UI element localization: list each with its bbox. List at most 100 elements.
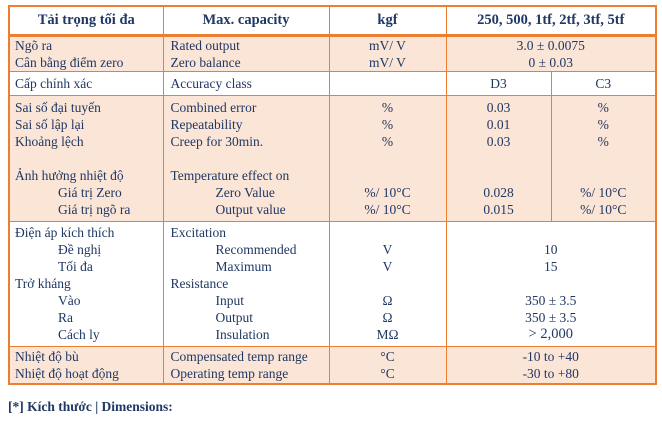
cell-accuracy-vi: Cấp chính xác: [8, 70, 164, 96]
header-capacity-values: 250, 500, 1tf, 2tf, 3tf, 5tf: [445, 5, 657, 37]
header-row: Tải trọng tối đa Max. capacity kgf 250, …: [8, 5, 657, 37]
spec-line: Insulation: [215, 326, 270, 342]
spec-line: D3: [490, 75, 507, 91]
spec-line: V: [382, 241, 393, 257]
spec-line: Maximum: [215, 258, 272, 274]
cell-temperature-en: Compensated temp range Operating temp ra…: [162, 345, 330, 384]
spec-line: [552, 167, 656, 184]
spec-line: Zero Value: [215, 184, 275, 200]
spec-line: Cấp chính xác: [15, 75, 93, 91]
section-electrical: Điện áp kích thích Đề nghị Tối đa Trở kh…: [8, 220, 657, 347]
spec-line: [330, 275, 446, 292]
spec-line: [447, 150, 551, 167]
spec-line: MΩ: [376, 326, 399, 342]
spec-line: [447, 275, 656, 292]
header-unit: kgf: [328, 5, 447, 37]
spec-line: Recommended: [215, 241, 297, 257]
spec-line: %: [381, 99, 394, 115]
spec-line: Giá trị Zero: [58, 184, 122, 200]
spec-line: Cân bằng điểm zero: [15, 54, 124, 70]
cell-errors-en: Combined error Repeatability Creep for 3…: [162, 94, 330, 222]
section-temperature: Nhiệt độ bù Nhiệt độ hoạt động Compensat…: [8, 345, 657, 384]
spec-line: Ra: [58, 309, 73, 325]
cell-temperature-unit: °C °C: [328, 345, 447, 384]
spec-line: Excitation: [170, 224, 226, 240]
cell-accuracy-class-d3: D3: [445, 70, 552, 96]
cell-errors-c3: % % % %/ 10°C %/ 10°C: [550, 94, 657, 222]
spec-line: [330, 150, 446, 167]
dimensions-caption: [*] Kích thước | Dimensions:: [8, 399, 173, 414]
spec-table: Tải trọng tối đa Max. capacity kgf 250, …: [8, 5, 658, 385]
cell-accuracy-class-c3: C3: [550, 70, 657, 96]
section-errors: Sai số đại tuyến Sai số lập lại Khoảng l…: [8, 94, 657, 222]
cell-errors-vi: Sai số đại tuyến Sai số lập lại Khoảng l…: [8, 94, 164, 222]
spec-line: Output value: [215, 201, 286, 217]
spec-line: Repeatability: [170, 116, 243, 132]
spec-line: -30 to +80: [522, 365, 579, 381]
spec-line: 10: [544, 241, 558, 257]
spec-line: 3.0 ± 0.0075: [516, 37, 585, 53]
spec-line: [164, 150, 329, 167]
spec-line: Temperature effect on: [170, 167, 290, 183]
cell-output-vi: Ngõ ra Cân bằng điểm zero: [8, 34, 164, 72]
spec-line: Sai số đại tuyến: [15, 99, 101, 115]
cell-electrical-unit: V V Ω Ω MΩ: [328, 220, 447, 347]
spec-line: mV/ V: [369, 54, 406, 70]
spec-line: Nhiệt độ hoạt động: [15, 365, 119, 381]
spec-line: %/ 10°C: [580, 201, 627, 217]
spec-line: Vào: [58, 292, 81, 308]
spec-line: %/ 10°C: [364, 201, 411, 217]
spec-line: Sai số lập lại: [15, 116, 85, 132]
spec-line: [330, 167, 446, 184]
spec-line: Input: [215, 292, 245, 308]
spec-line: 0.03: [486, 99, 511, 115]
spec-line: Ảnh hưởng nhiệt độ: [15, 167, 124, 183]
cell-errors-d3: 0.03 0.01 0.03 0.028 0.015: [445, 94, 552, 222]
spec-line: Operating temp range: [170, 365, 289, 381]
spec-line: °C: [380, 365, 395, 381]
spec-line: Giá trị ngõ ra: [58, 201, 131, 217]
cell-output-value: 3.0 ± 0.0075 0 ± 0.03: [445, 34, 657, 72]
spec-line: > 2,000: [528, 325, 573, 342]
spec-line: [552, 150, 656, 167]
spec-line: [10, 150, 163, 167]
spec-line: Cách ly: [58, 326, 100, 342]
spec-line: [330, 224, 446, 241]
cell-output-unit: mV/ V mV/ V: [328, 34, 447, 72]
section-accuracy: Cấp chính xác Accuracy class D3 C3: [8, 70, 657, 96]
spec-line: Creep for 30min.: [170, 133, 264, 149]
cell-electrical-vi: Điện áp kích thích Đề nghị Tối đa Trở kh…: [8, 220, 164, 347]
spec-line: 0.015: [483, 201, 514, 217]
cell-electrical-en: Excitation Recommended Maximum Resistanc…: [162, 220, 330, 347]
spec-line: 350 ± 3.5: [525, 292, 577, 308]
spec-line: Ω: [382, 292, 393, 308]
spec-line: 0.03: [486, 133, 511, 149]
cell-temperature-vi: Nhiệt độ bù Nhiệt độ hoạt động: [8, 345, 164, 384]
spec-line: 0 ± 0.03: [528, 54, 574, 70]
spec-line: Tối đa: [58, 258, 93, 274]
spec-line: [447, 224, 656, 241]
spec-line: 15: [544, 258, 558, 274]
header-label-vi: Tải trọng tối đa: [8, 5, 164, 37]
spec-line: Khoảng lệch: [15, 133, 84, 149]
spec-line: Output: [215, 309, 254, 325]
cell-output-en: Rated output Zero balance: [162, 34, 330, 72]
spec-line: %: [381, 133, 394, 149]
spec-line: Accuracy class: [170, 75, 252, 91]
spec-line: Compensated temp range: [170, 348, 308, 364]
spec-line: [447, 167, 551, 184]
spec-line: %: [597, 116, 609, 132]
spec-line: Resistance: [170, 275, 229, 291]
section-output: Ngõ ra Cân bằng điểm zero Rated output Z…: [8, 34, 657, 72]
cell-accuracy-en: Accuracy class: [162, 70, 330, 96]
spec-line: Combined error: [170, 99, 257, 115]
cell-electrical-value: 10 15 350 ± 3.5 350 ± 3.5 > 2,000: [445, 220, 657, 347]
spec-line: [330, 75, 446, 92]
cell-errors-unit: % % % %/ 10°C %/ 10°C: [328, 94, 447, 222]
spec-line: 0.028: [483, 184, 514, 200]
spec-line: %/ 10°C: [364, 184, 411, 200]
spec-line: %: [597, 133, 609, 149]
spec-line: Ω: [382, 309, 393, 325]
spec-line: Zero balance: [170, 54, 241, 70]
